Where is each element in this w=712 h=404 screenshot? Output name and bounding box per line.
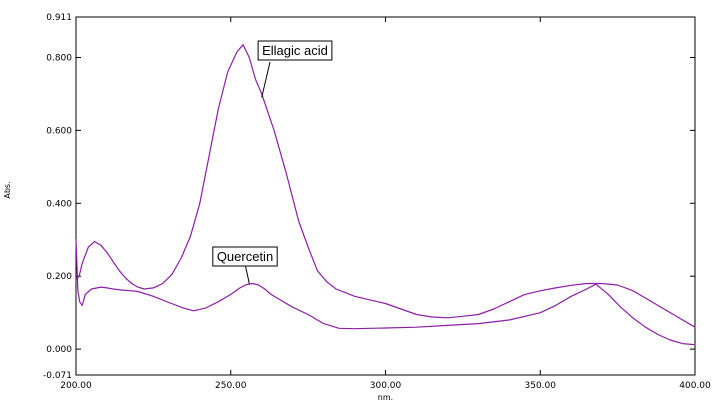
y-axis-title: Abs. <box>3 181 12 198</box>
callout-label: Ellagic acid <box>262 43 328 58</box>
callout-box <box>257 40 333 61</box>
x-tick-label: 400.00 <box>679 381 711 391</box>
x-tick-label: 200.00 <box>60 381 92 391</box>
x-axis: 200.00 250.00 300.00 350.00 400.00 <box>60 17 711 391</box>
y-tick-label: 0.600 <box>46 126 72 136</box>
callout-label: Quercetin <box>217 249 273 264</box>
callout-box <box>212 246 278 267</box>
x-tick-label: 300.00 <box>370 381 402 391</box>
x-tick-label: 250.00 <box>215 381 247 391</box>
callout-leader <box>244 263 250 284</box>
series-line-ellagic-acid <box>75 44 696 328</box>
y-axis: 0.911 0.800 0.600 0.400 0.200 0.000 -0.071 <box>43 13 695 381</box>
callout-leader <box>261 61 271 98</box>
y-tick-label: 0.000 <box>46 345 72 355</box>
x-tick-label: 350.00 <box>525 381 557 391</box>
y-tick-label: 0.400 <box>46 199 72 209</box>
series-layer <box>75 44 696 346</box>
y-tick-label: -0.071 <box>43 371 72 381</box>
x-axis-title: nm. <box>378 393 393 402</box>
callout-layer: Ellagic acid Quercetin <box>212 40 333 284</box>
y-tick-label: 0.800 <box>46 53 72 63</box>
plot-frame <box>75 16 696 376</box>
series-line-quercetin <box>75 239 696 346</box>
y-tick-label: 0.200 <box>46 272 72 282</box>
y-tick-label: 0.911 <box>46 13 72 23</box>
